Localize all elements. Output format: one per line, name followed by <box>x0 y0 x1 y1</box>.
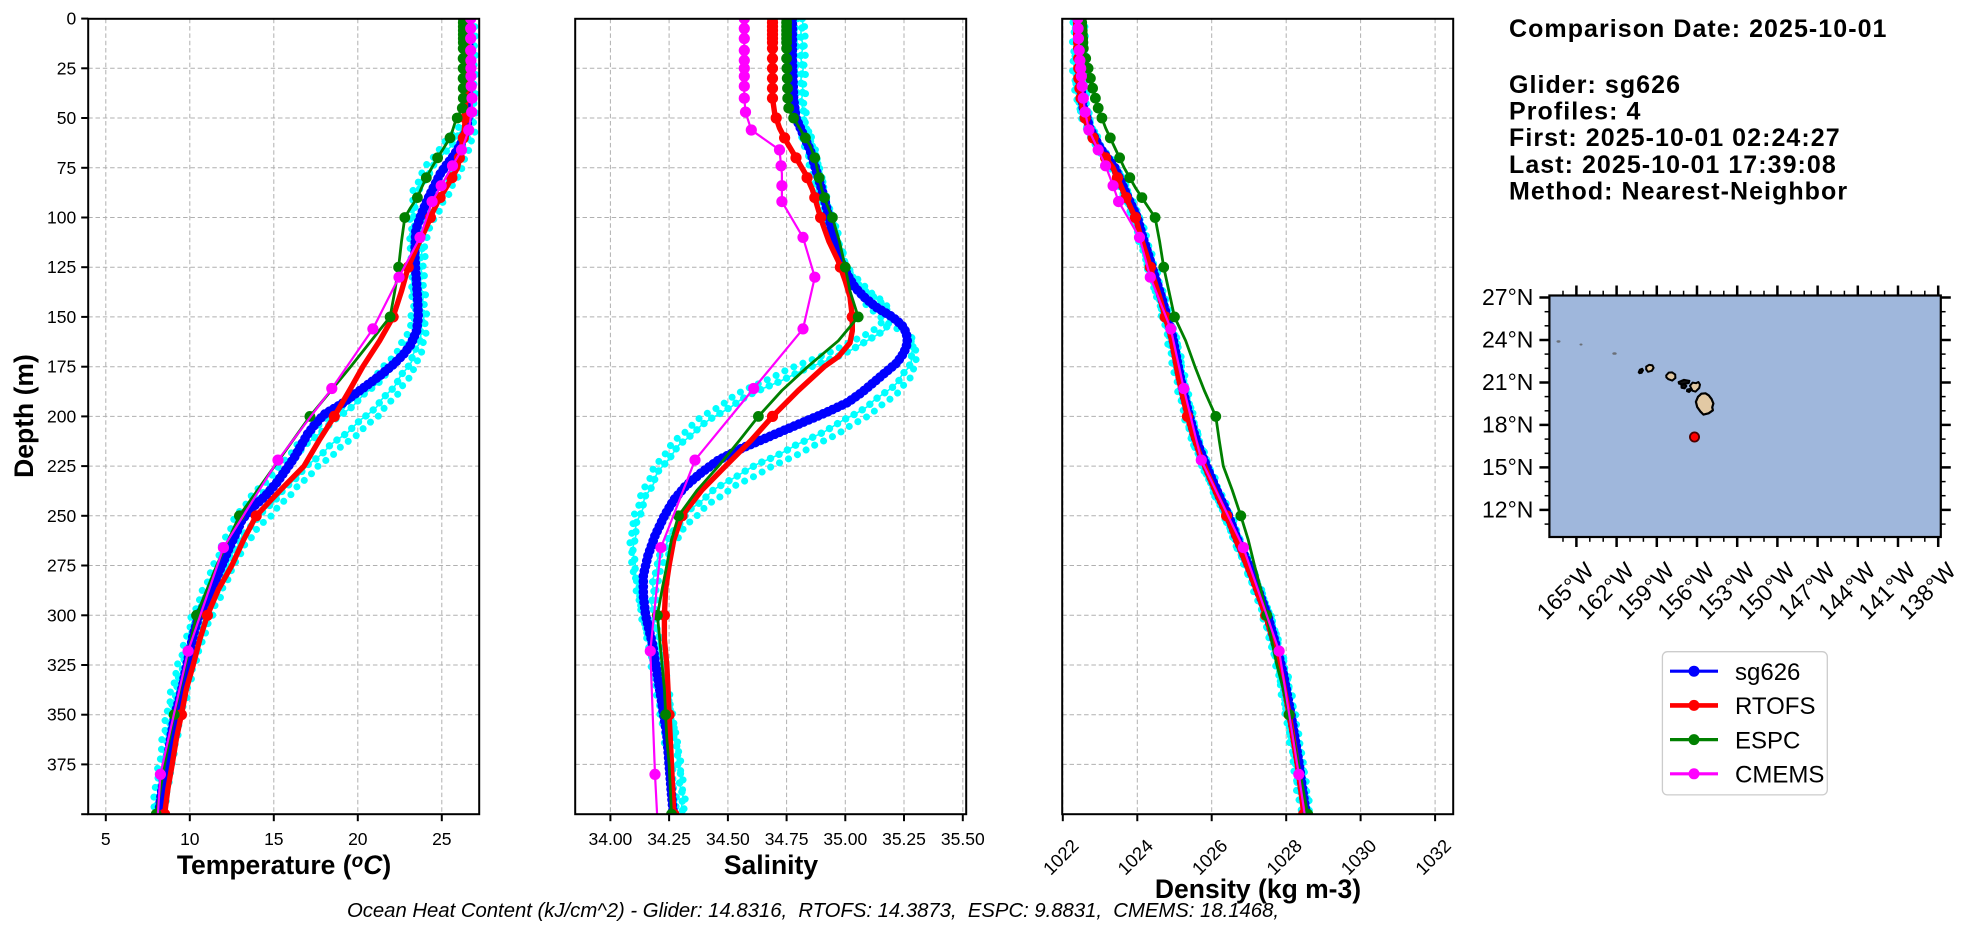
svg-text:sg626: sg626 <box>1735 659 1800 686</box>
svg-text:15: 15 <box>264 829 283 849</box>
svg-text:0: 0 <box>66 9 76 29</box>
svg-text:RTOFS: RTOFS <box>1735 693 1815 720</box>
svg-text:350: 350 <box>47 705 76 725</box>
svg-text:Density (kg m-3): Density (kg m-3) <box>1155 874 1361 904</box>
svg-text:5: 5 <box>101 829 111 849</box>
svg-text:275: 275 <box>47 556 76 576</box>
svg-text:100: 100 <box>47 208 76 228</box>
svg-text:CMEMS: CMEMS <box>1735 762 1824 789</box>
svg-text:Temperature (oC): Temperature (oC) <box>177 850 391 880</box>
svg-text:35.50: 35.50 <box>941 829 985 849</box>
svg-text:Salinity: Salinity <box>724 850 819 880</box>
svg-text:Depth (m): Depth (m) <box>9 354 39 478</box>
svg-text:First: 2025-10-01 02:24:27: First: 2025-10-01 02:24:27 <box>1509 124 1841 152</box>
svg-text:125: 125 <box>47 257 76 277</box>
svg-text:175: 175 <box>47 357 76 377</box>
svg-text:20: 20 <box>348 829 368 849</box>
svg-text:15°N: 15°N <box>1482 454 1533 480</box>
svg-text:250: 250 <box>47 506 76 526</box>
svg-text:375: 375 <box>47 754 76 774</box>
svg-text:ESPC: ESPC <box>1735 727 1800 754</box>
svg-text:325: 325 <box>47 655 76 675</box>
svg-text:35.00: 35.00 <box>823 829 867 849</box>
svg-text:50: 50 <box>57 108 77 128</box>
svg-text:Ocean Heat Content (kJ/cm^2) -: Ocean Heat Content (kJ/cm^2) - Glider: 1… <box>347 900 1279 922</box>
svg-text:34.25: 34.25 <box>647 829 691 849</box>
svg-text:Method: Nearest-Neighbor: Method: Nearest-Neighbor <box>1509 177 1848 205</box>
svg-text:18°N: 18°N <box>1482 411 1533 437</box>
svg-text:25: 25 <box>57 58 76 78</box>
svg-text:75: 75 <box>57 158 76 178</box>
svg-text:24°N: 24°N <box>1482 327 1533 353</box>
svg-text:Last: 2025-10-01 17:39:08: Last: 2025-10-01 17:39:08 <box>1509 151 1837 179</box>
svg-text:35.25: 35.25 <box>882 829 926 849</box>
svg-text:Profiles: 4: Profiles: 4 <box>1509 98 1641 126</box>
svg-text:150: 150 <box>47 307 76 327</box>
svg-text:27°N: 27°N <box>1482 284 1533 310</box>
svg-text:300: 300 <box>47 605 76 625</box>
svg-text:21°N: 21°N <box>1482 369 1533 395</box>
svg-text:10: 10 <box>180 829 200 849</box>
svg-text:25: 25 <box>432 829 451 849</box>
svg-text:Glider: sg626: Glider: sg626 <box>1509 71 1681 99</box>
svg-text:12°N: 12°N <box>1482 496 1533 522</box>
svg-text:34.50: 34.50 <box>706 829 750 849</box>
svg-text:34.75: 34.75 <box>765 829 809 849</box>
svg-text:34.00: 34.00 <box>589 829 633 849</box>
svg-text:225: 225 <box>47 456 76 476</box>
svg-text:Comparison Date: 2025-10-01: Comparison Date: 2025-10-01 <box>1509 15 1887 43</box>
svg-text:200: 200 <box>47 406 76 426</box>
